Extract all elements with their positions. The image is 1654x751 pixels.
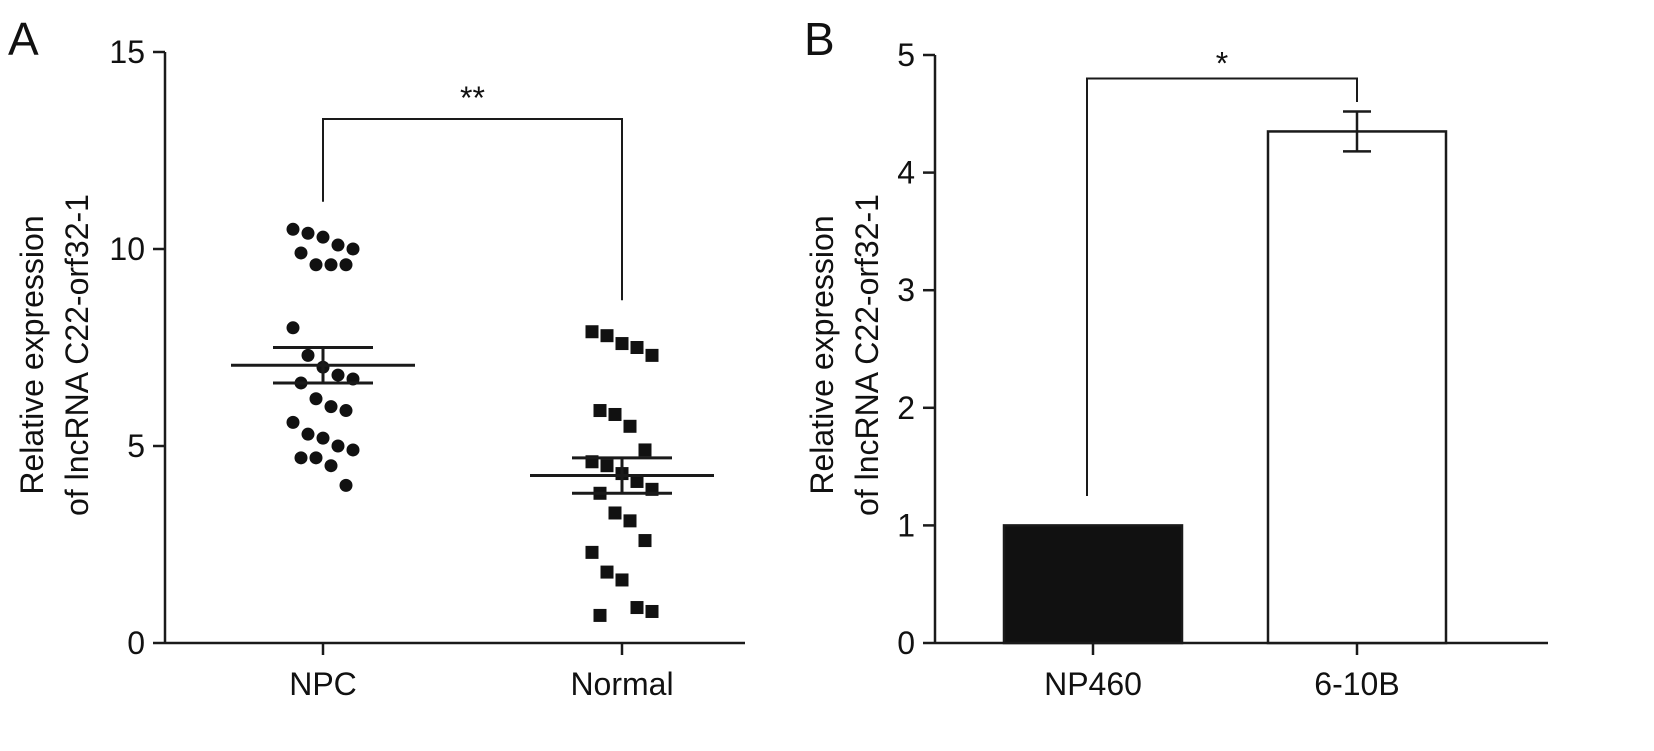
npc-point: [339, 478, 353, 492]
normal-point: [630, 474, 644, 488]
x-tick-label: NPC: [289, 666, 357, 702]
x-tick-label: NP460: [1044, 666, 1142, 702]
npc-point: [301, 427, 315, 441]
npc-point: [301, 348, 315, 362]
npc-point: [294, 246, 308, 260]
y-tick-label: 2: [897, 390, 915, 426]
normal-point: [593, 608, 607, 622]
npc-point: [286, 321, 300, 335]
npc-point: [324, 258, 338, 272]
x-tick-label: 6-10B: [1314, 666, 1399, 702]
normal-point: [623, 419, 637, 433]
normal-point: [608, 506, 622, 520]
npc-point: [316, 230, 330, 244]
normal-point: [638, 443, 652, 457]
panel-b-ylabel-line1: Relative expression: [804, 215, 840, 494]
npc-point: [294, 451, 308, 465]
npc-point: [324, 400, 338, 414]
panel-b-ylabel-line2: of lncRNA C22-orf32-1: [849, 194, 885, 516]
significance-bracket: [1086, 77, 1358, 496]
npc-point: [286, 222, 300, 236]
panel-b-label: B: [804, 13, 835, 65]
panel-a: A Relative expression of lncRNA C22-orf3…: [8, 13, 745, 702]
normal-point: [608, 407, 622, 421]
normal-point: [630, 601, 644, 615]
npc-point: [309, 451, 323, 465]
npc-point: [331, 439, 345, 453]
normal-point: [645, 604, 659, 618]
bar-np460: [1002, 524, 1184, 645]
npc-point: [346, 443, 360, 457]
normal-point: [600, 459, 614, 473]
npc-point: [339, 258, 353, 272]
normal-point: [615, 337, 629, 351]
panel-a-ylabel-line2: of lncRNA C22-orf32-1: [59, 194, 95, 516]
significance-label: **: [460, 80, 485, 116]
npc-point: [324, 459, 338, 473]
panel-b-axes: 0 1 2 3 4 5 NP460 6-10B: [897, 37, 1548, 702]
y-tick-label: 0: [127, 625, 145, 661]
normal-point: [630, 341, 644, 354]
normal-point: [645, 348, 659, 362]
significance-label: *: [1216, 46, 1228, 82]
npc-point: [286, 415, 300, 429]
x-tick-label: Normal: [570, 666, 673, 702]
npc-point: [316, 431, 330, 445]
normal-point: [623, 514, 637, 528]
panel-a-marks: **: [231, 80, 714, 622]
normal-point: [585, 545, 599, 559]
y-tick-label: 5: [897, 37, 915, 73]
npc-point: [331, 238, 345, 252]
normal-point: [600, 565, 614, 579]
npc-point: [346, 242, 360, 256]
normal-point: [638, 534, 652, 548]
y-tick-label: 3: [897, 272, 915, 308]
panel-b: B Relative expression of lncRNA C22-orf3…: [804, 13, 1548, 702]
y-tick-label: 1: [897, 507, 915, 543]
panel-b-marks: *: [1002, 46, 1448, 645]
normal-point: [593, 404, 607, 418]
normal-point: [600, 329, 614, 343]
normal-point: [585, 325, 599, 339]
npc-point: [309, 258, 323, 272]
y-tick-label: 10: [109, 231, 145, 267]
panel-a-axes: 0 5 10 15 NPC Normal: [109, 34, 745, 702]
npc-point: [309, 392, 323, 406]
y-tick-label: 15: [109, 34, 145, 70]
y-tick-label: 5: [127, 428, 145, 464]
npc-point: [331, 368, 345, 382]
significance-bracket: [322, 117, 623, 301]
bar-6-10b: [1266, 130, 1448, 645]
y-tick-label: 0: [897, 625, 915, 661]
normal-point: [615, 573, 629, 587]
npc-point: [339, 404, 353, 418]
panel-a-label: A: [8, 13, 39, 65]
y-tick-label: 4: [897, 155, 915, 191]
panel-a-ylabel-line1: Relative expression: [14, 215, 50, 494]
npc-point: [301, 226, 315, 240]
